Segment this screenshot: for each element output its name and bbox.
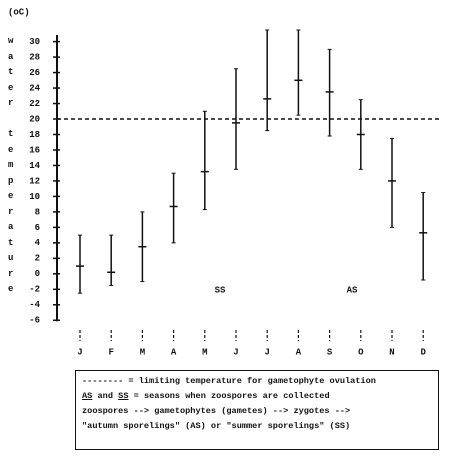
x-tick-label: A: [296, 347, 302, 357]
x-tick-label: O: [358, 347, 364, 357]
y-axis-label: temperature: [8, 129, 14, 294]
y-tick-label: 18: [29, 130, 40, 140]
y-tick-label: 8: [35, 207, 40, 217]
y-axis-label: water: [8, 36, 14, 108]
y-tick-label: 10: [29, 192, 40, 202]
y-tick-label: -4: [29, 300, 40, 310]
legend-line: -------- = limiting temperature for game…: [82, 376, 376, 386]
y-tick-label: 26: [29, 68, 40, 78]
y-tick-label: 6: [35, 223, 40, 233]
x-tick-label: J: [77, 347, 82, 357]
legend-line: AS and SS = seasons when zoospores are c…: [82, 389, 432, 404]
unit-label: (oC): [8, 7, 30, 17]
annotation: AS: [347, 285, 358, 295]
y-tick-label: 22: [29, 99, 40, 109]
legend-line: "autumn sporelings" (AS) or "summer spor…: [82, 421, 351, 431]
legend-abbrev: SS: [118, 391, 129, 401]
x-tick-label: J: [233, 347, 238, 357]
legend-text: = seasons when zoospores are collected: [133, 391, 330, 401]
y-tick-label: 12: [29, 176, 40, 186]
y-tick-label: 20: [29, 114, 40, 124]
y-tick-label: 24: [29, 83, 40, 93]
x-tick-label: A: [171, 347, 177, 357]
x-tick-label: F: [108, 347, 113, 357]
legend-abbrev: and: [97, 391, 113, 401]
annotation: SS: [215, 285, 226, 295]
y-tick-label: 4: [35, 238, 41, 248]
y-tick-label: 14: [29, 161, 40, 171]
x-tick-label: M: [202, 347, 207, 357]
y-tick-label: -2: [29, 285, 40, 295]
y-tick-label: 2: [35, 254, 40, 264]
x-tick-label: S: [327, 347, 333, 357]
y-tick-label: 16: [29, 145, 40, 155]
legend-line: zoospores --> gametophytes (gametes) -->…: [82, 406, 351, 416]
legend-box: -------- = limiting temperature for game…: [75, 370, 439, 450]
x-tick-label: J: [264, 347, 269, 357]
y-tick-label: 0: [35, 269, 40, 279]
y-tick-label: -6: [29, 316, 40, 326]
y-tick-label: 28: [29, 52, 40, 62]
x-tick-label: D: [420, 347, 426, 357]
x-tick-label: N: [389, 347, 394, 357]
x-tick-label: M: [140, 347, 145, 357]
y-tick-label: 30: [29, 37, 40, 47]
legend-abbrev: AS: [82, 391, 93, 401]
